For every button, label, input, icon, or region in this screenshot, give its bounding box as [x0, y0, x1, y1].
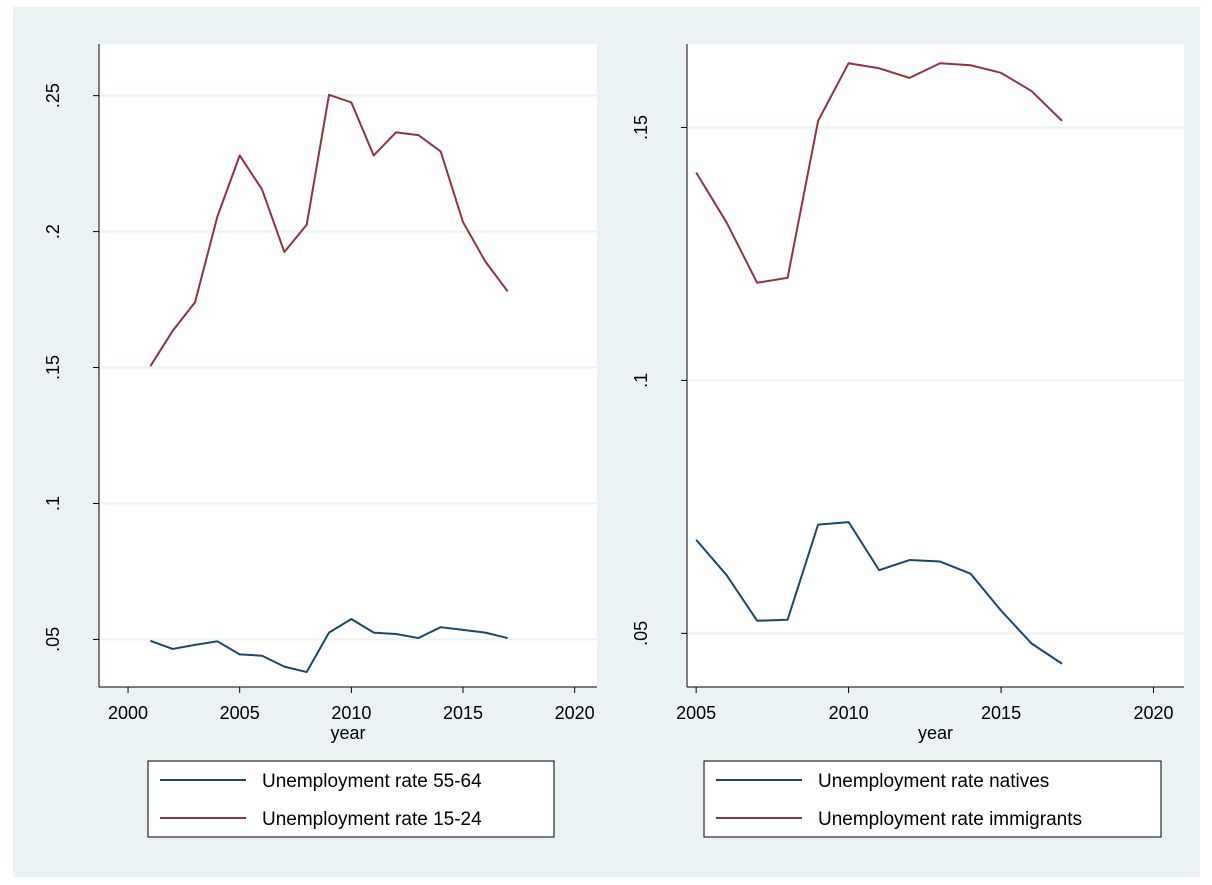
chart-2-x-tick-label-0: 2005 — [676, 703, 716, 723]
chart-2-group: .05 .1 .15 2005 2010 2015 2020 year Unemployment… — [631, 44, 1184, 838]
chart-2-x-tick-label-3: 2020 — [1133, 703, 1173, 723]
chart-2-plot-area — [687, 44, 1184, 687]
chart-1-x-axis-title: year — [330, 723, 365, 743]
chart-2-legend-box — [703, 760, 1162, 838]
chart-1-x-tick-label-2: 2010 — [331, 703, 371, 723]
chart-1-legend-label-2: Unemployment rate 15-24 — [262, 809, 482, 830]
chart-1-y-tick-label-0: .05 — [43, 627, 63, 652]
chart-2-x-tick-label-1: 2010 — [829, 703, 869, 723]
chart-1-x-tick-label-0: 2000 — [108, 703, 148, 723]
chart-1-x-tick-label-4: 2020 — [555, 703, 595, 723]
chart-1-x-tick-label-3: 2015 — [443, 703, 483, 723]
chart-1-plot-area — [99, 44, 597, 687]
chart-2-legend-label-2: Unemployment rate immigrants — [818, 809, 1082, 830]
chart-2-x-axis-title: year — [918, 723, 953, 743]
chart-2-y-tick-label-2: .15 — [631, 115, 651, 140]
chart-1-y-tick-label-2: .15 — [43, 355, 63, 380]
chart-1-legend-label-1: Unemployment rate 55-64 — [262, 771, 482, 792]
chart-2-y-tick-label-0: .05 — [631, 621, 651, 646]
chart-1-x-tick-label-1: 2005 — [220, 703, 260, 723]
chart-2-x-tick-label-2: 2015 — [981, 703, 1021, 723]
chart-1-y-tick-label-1: .1 — [43, 496, 63, 511]
chart-1-legend-box — [147, 760, 555, 838]
chart-1-group: .05 .1 .15 .2 .25 2000 2005 2010 2015 2020 year Une… — [43, 44, 597, 838]
chart-1-y-tick-label-4: .25 — [43, 83, 63, 108]
chart-1-y-tick-label-3: .2 — [43, 224, 63, 239]
chart-2-y-tick-label-1: .1 — [631, 373, 651, 388]
chart-2-legend-label-1: Unemployment rate natives — [818, 771, 1049, 792]
